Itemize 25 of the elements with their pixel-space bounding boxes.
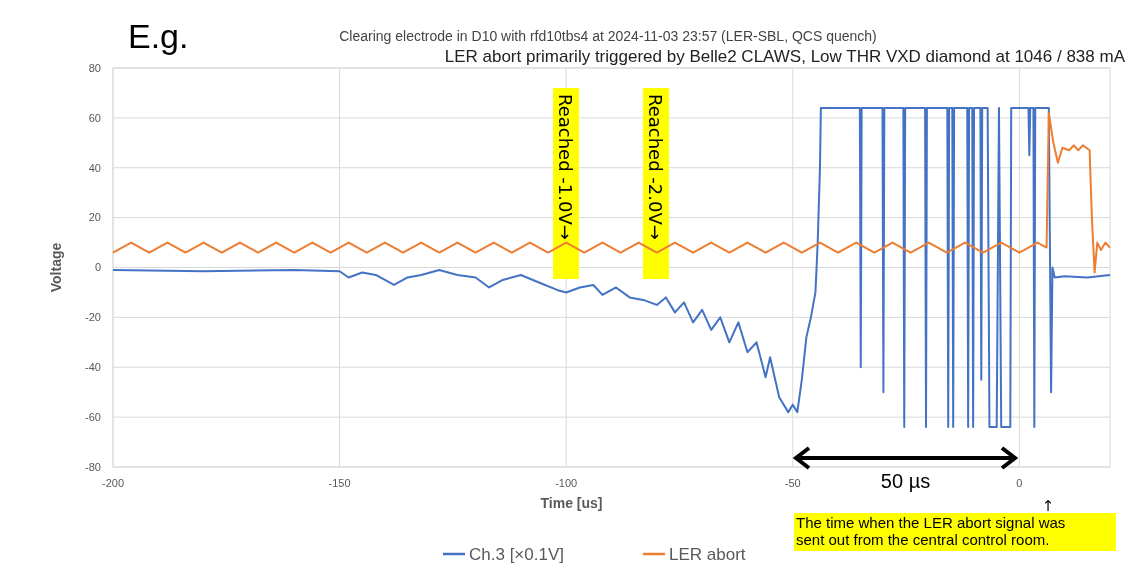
annotation: Reached -1.0V→ (555, 94, 576, 240)
y-tick-label: 80 (88, 61, 101, 74)
x-tick-label: -100 (555, 477, 578, 489)
annotation: Reached -2.0V→ (645, 94, 666, 240)
y-tick-label: 0 (94, 261, 101, 274)
y-tick-label: 40 (88, 161, 101, 174)
y-tick-label: -60 (85, 410, 101, 423)
y-tick-label: 60 (88, 111, 101, 124)
y-tick-label: -80 (85, 460, 101, 473)
x-axis-title: Time [us] (540, 495, 603, 511)
x-tick-label: -200 (101, 477, 125, 489)
x-tick-label: 0 (1016, 477, 1023, 489)
chart-title: Clearing electrode in D10 with rfd10tbs4 at 2024-11-03 23:57 (LER-SBL, QCS quench) (339, 28, 877, 44)
y-axis-title: Voltage (48, 242, 64, 293)
y-tick-label: -20 (85, 311, 101, 324)
y-tick-label: 20 (88, 211, 101, 224)
x-tick-label: -50 (784, 477, 801, 489)
legend-label: Ch.3 [×0.1V] (469, 544, 564, 564)
x-tick-label: -150 (328, 477, 351, 489)
y-tick-label: -40 (85, 361, 101, 374)
chart-subtitle: LER abort primarily triggered by Belle2 CLAWS, Low THR VXD diamond at 1046 / 838 mA (444, 47, 1126, 66)
text: 50 µs (880, 470, 931, 492)
text: E.g. (128, 17, 189, 55)
text: ↑ The time when the LER abort signal was sent out from the central control room. (796, 497, 1066, 548)
legend-label: LER abort (669, 544, 746, 564)
